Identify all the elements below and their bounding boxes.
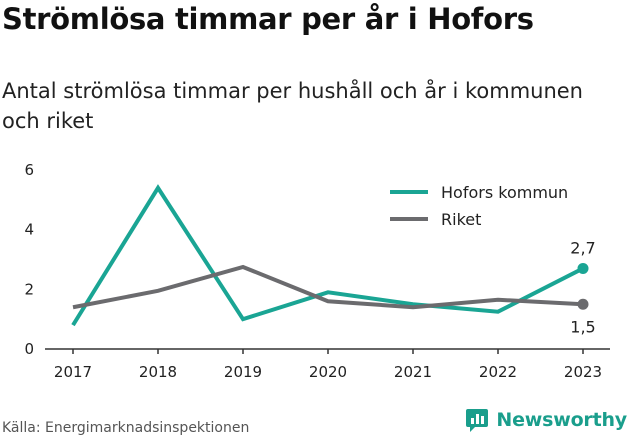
chart-bubble-icon: [466, 409, 489, 432]
line-chart: 0 2 4 6 2017 2018 2019 2020 2021 2022 2023 Hofors…: [24, 161, 610, 381]
chart-title: Strömlösa timmar per år i Hofors: [2, 2, 534, 36]
x-tick-label: 2019: [224, 363, 262, 381]
y-tick-label: 2: [24, 280, 34, 298]
x-tick-label: 2021: [394, 363, 432, 381]
y-tick-label: 0: [24, 340, 34, 358]
series-lines: [71, 184, 589, 327]
x-axis: 2017 2018 2019 2020 2021 2022 2023: [45, 348, 610, 381]
end-value-labels: 2,7 1,5: [570, 238, 595, 336]
end-value-label: 2,7: [570, 238, 595, 257]
source-note: Källa: Energimarknadsinspektionen: [2, 420, 250, 436]
series-end-marker: [577, 262, 589, 274]
y-tick-label: 4: [24, 221, 34, 239]
x-tick-label: 2017: [54, 363, 92, 381]
x-tick-label: 2022: [479, 363, 517, 381]
legend-label: Hofors kommun: [441, 183, 568, 202]
legend: Hofors kommun Riket: [382, 178, 608, 234]
brand-logo: Newsworthy: [464, 407, 627, 433]
end-value-label: 1,5: [570, 317, 595, 336]
y-axis: 0 2 4 6: [24, 161, 34, 358]
series-line: [71, 184, 584, 327]
legend-label: Riket: [441, 210, 481, 229]
y-tick-label: 6: [24, 161, 34, 179]
x-tick-label: 2023: [564, 363, 602, 381]
chart-subtitle: Antal strömlösa timmar per hushåll och å…: [2, 79, 583, 133]
brand-name: Newsworthy: [496, 409, 627, 431]
x-tick-label: 2018: [139, 363, 177, 381]
legend-background: [382, 178, 608, 234]
series-end-marker: [577, 298, 589, 310]
x-tick-label: 2020: [309, 363, 347, 381]
series-line: [72, 264, 584, 310]
